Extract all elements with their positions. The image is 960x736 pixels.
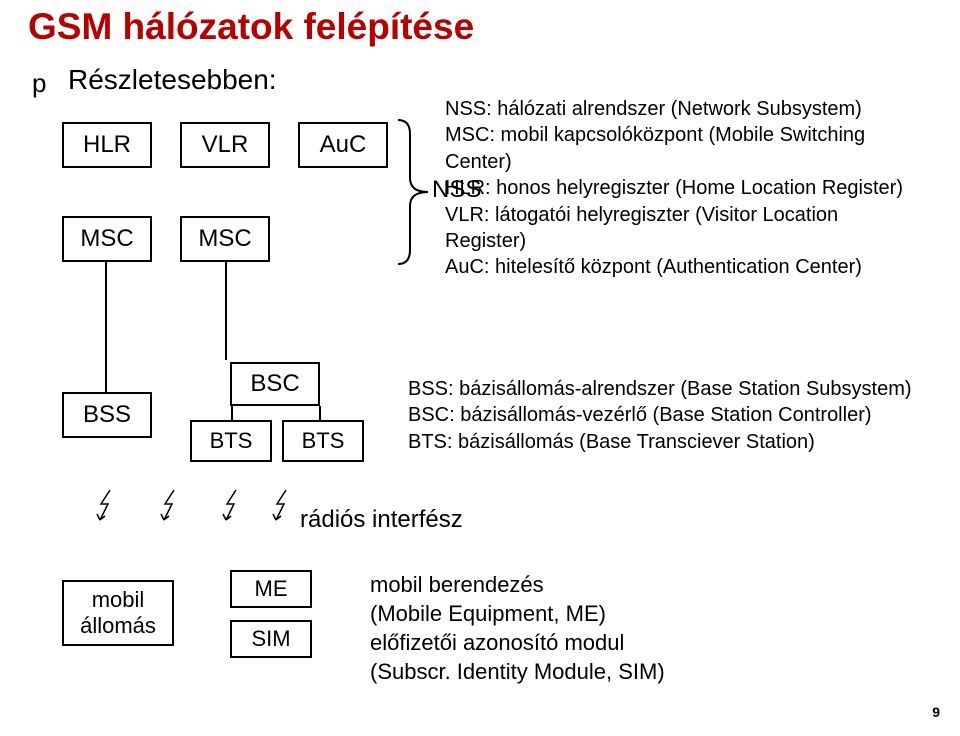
box-bts1-label: BTS <box>210 428 253 454</box>
box-bsc-label: BSC <box>250 370 299 398</box>
page-number: 9 <box>932 704 940 720</box>
box-me-label: ME <box>255 576 288 602</box>
mobile-definitions: mobil berendezés(Mobile Equipment, ME)el… <box>370 570 665 686</box>
box-bss: BSS <box>62 392 152 438</box>
box-mobil-allomas: mobil állomás <box>62 580 174 646</box>
box-auc: AuC <box>298 122 388 168</box>
box-bss-label: BSS <box>83 401 131 429</box>
mobil-line1: mobil <box>92 587 145 612</box>
box-msc2-label: MSC <box>198 225 251 253</box>
slide: { "title": { "text": "GSM hálózatok felé… <box>0 0 960 736</box>
box-msc1-label: MSC <box>80 225 133 253</box>
nss-definitions: NSS: hálózati alrendszer (Network Subsys… <box>445 96 903 281</box>
page-title: GSM hálózatok felépítése <box>28 6 474 48</box>
box-bts2: BTS <box>282 420 364 462</box>
box-vlr-label: VLR <box>202 131 249 159</box>
subtitle: Részletesebben: <box>68 64 277 96</box>
radio-interface-label: rádiós interfész <box>300 506 463 534</box>
box-hlr: HLR <box>62 122 152 168</box>
mobil-allomas-label: mobil állomás <box>80 587 156 640</box>
box-msc1: MSC <box>62 216 152 262</box>
box-hlr-label: HLR <box>83 131 131 159</box>
box-bts1: BTS <box>190 420 272 462</box>
box-bsc: BSC <box>230 362 320 406</box>
box-vlr: VLR <box>180 122 270 168</box>
box-msc2: MSC <box>180 216 270 262</box>
box-sim: SIM <box>230 620 312 658</box>
box-auc-label: AuC <box>320 131 367 159</box>
box-me: ME <box>230 570 312 608</box>
bullet-marker: p <box>32 68 46 99</box>
box-sim-label: SIM <box>251 626 290 652</box>
mobil-line2: állomás <box>80 613 156 638</box>
bss-definitions: BSS: bázisállomás-alrendszer (Base Stati… <box>408 376 912 455</box>
box-bts2-label: BTS <box>302 428 345 454</box>
